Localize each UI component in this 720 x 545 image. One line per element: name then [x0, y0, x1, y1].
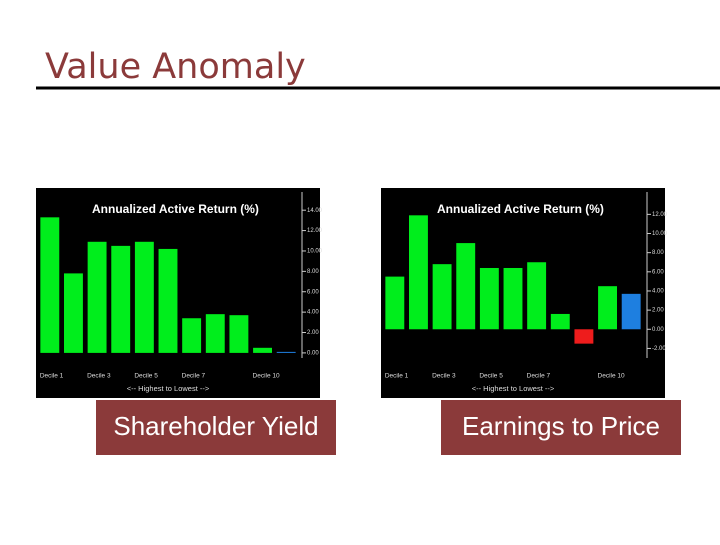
bar [87, 241, 107, 353]
bar [432, 264, 452, 330]
bar [40, 217, 60, 353]
x-tick-label: Decile 10 [598, 373, 625, 380]
y-tick-label: 4.00 [652, 289, 664, 295]
bar [134, 241, 154, 353]
bar [182, 318, 202, 353]
y-tick-label: 8.00 [652, 250, 664, 256]
bar [205, 314, 225, 353]
bar [503, 267, 523, 330]
y-tick-label: 10.00 [652, 231, 668, 237]
y-tick-label: 4.00 [307, 310, 319, 316]
y-tick-label: 12.00 [307, 228, 323, 234]
bar [253, 347, 272, 353]
chart-title: Annualized Active Return (%) [92, 202, 259, 216]
caption: Earnings to Price [462, 411, 660, 441]
x-axis-title: <-- Highest to Lowest --> [472, 384, 555, 393]
y-tick-label: 0.00 [652, 327, 664, 333]
y-tick-label: 2.00 [307, 330, 319, 336]
bar [64, 273, 83, 353]
x-tick-label: Decile 5 [134, 373, 158, 380]
y-tick-label: 8.00 [307, 269, 319, 275]
x-tick-label: Decile 7 [527, 373, 551, 380]
chart-title: Annualized Active Return (%) [437, 202, 604, 216]
y-tick-label: 6.00 [652, 269, 664, 275]
bar [158, 248, 178, 353]
caption-box [96, 400, 336, 455]
bar [385, 276, 405, 330]
y-tick-label: 12.00 [652, 212, 668, 218]
bar [550, 313, 570, 330]
chart-panel [36, 188, 320, 398]
bar [276, 351, 296, 353]
x-tick-label: Decile 1 [385, 373, 409, 380]
y-tick-label: 6.00 [307, 289, 319, 295]
bar [409, 215, 428, 330]
x-tick-label: Decile 10 [253, 373, 280, 380]
y-tick-label: 10.00 [307, 249, 323, 255]
bar [574, 329, 594, 344]
slide-title: Value Anomaly [45, 47, 306, 87]
x-tick-label: Decile 3 [87, 373, 111, 380]
x-tick-label: Decile 1 [40, 373, 64, 380]
bar [111, 245, 131, 353]
x-tick-label: Decile 7 [182, 373, 206, 380]
bar [456, 243, 476, 330]
y-tick-label: -2.00 [652, 346, 666, 352]
caption-box [441, 400, 681, 455]
bar [479, 267, 499, 330]
bar [598, 286, 617, 330]
y-tick-label: 14.00 [307, 208, 323, 214]
x-tick-label: Decile 3 [432, 373, 456, 380]
y-tick-label: 2.00 [652, 308, 664, 314]
x-tick-label: Decile 5 [479, 373, 503, 380]
y-tick-label: 0.00 [307, 350, 319, 356]
chart-panel [381, 188, 665, 398]
caption: Shareholder Yield [113, 411, 318, 441]
bar [229, 315, 249, 353]
x-axis-title: <-- Highest to Lowest --> [127, 384, 210, 393]
bar [621, 293, 641, 330]
bar [527, 262, 547, 330]
